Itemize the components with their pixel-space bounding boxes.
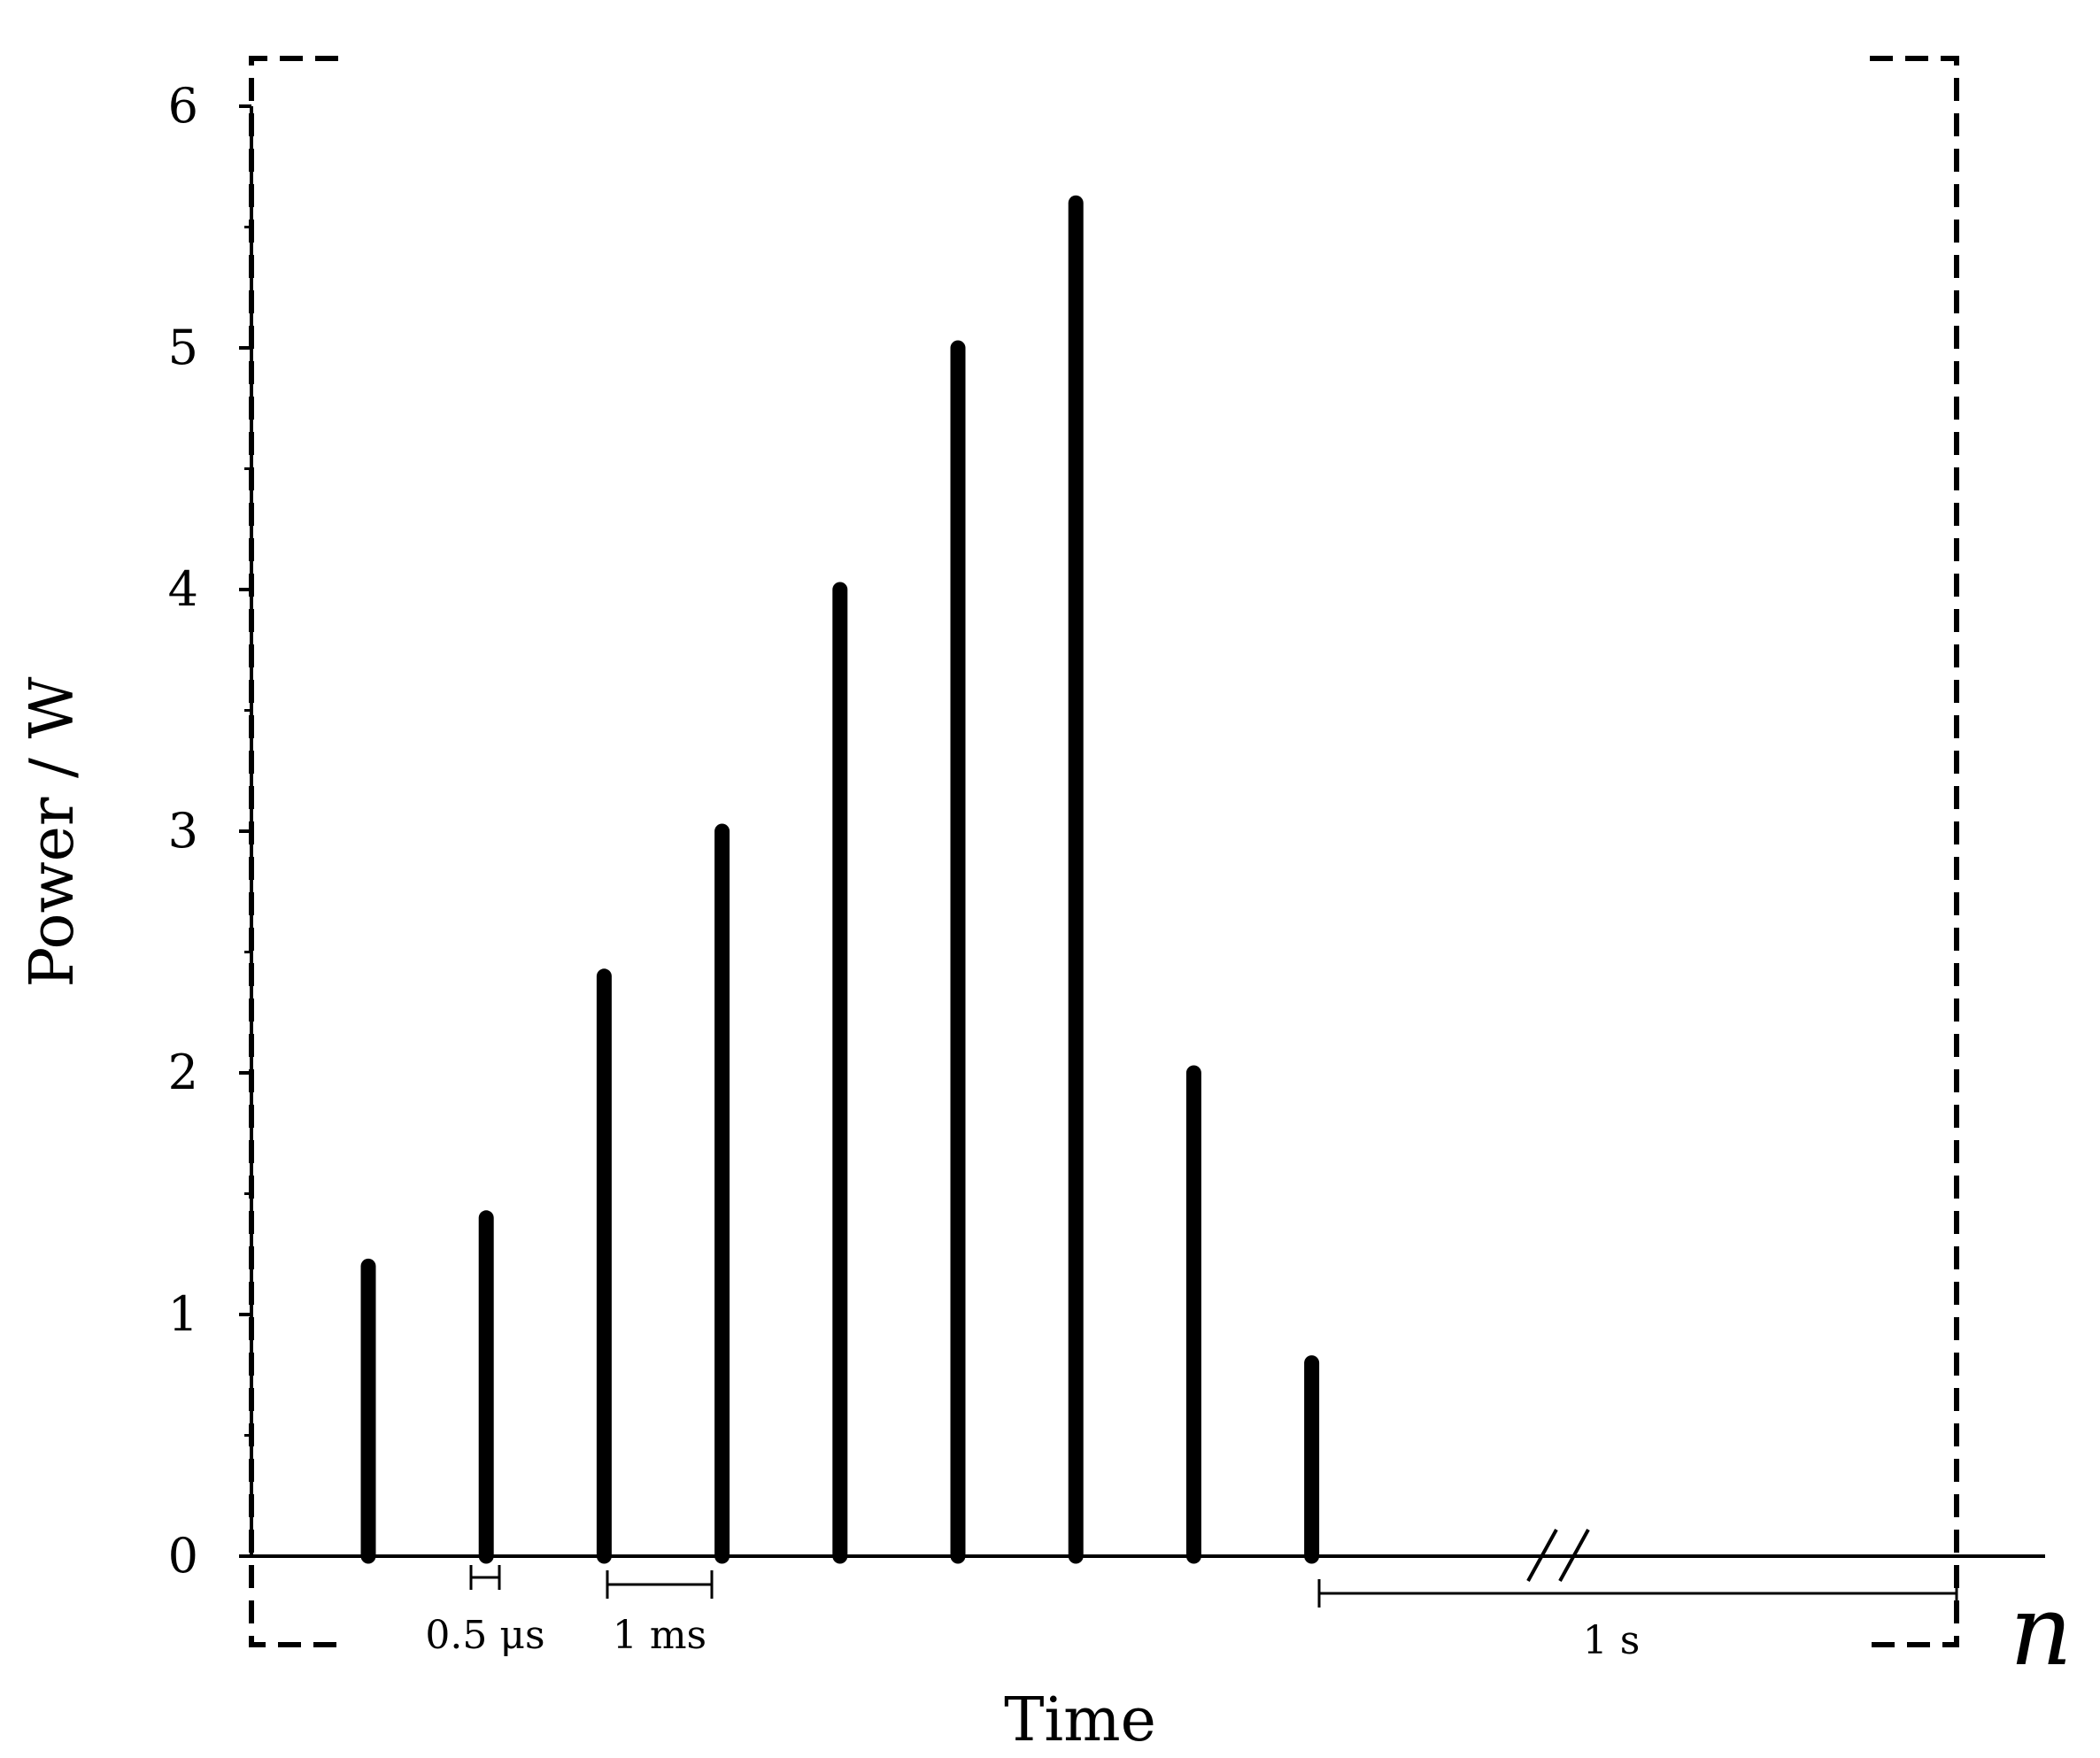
annotation-pulse-width: 0.5 μs bbox=[425, 1613, 544, 1658]
y-axis-ticks: 0 1 2 3 4 5 6 bbox=[168, 78, 251, 1584]
y-tick-label: 1 bbox=[168, 1286, 198, 1342]
annotation-pulse-spacing: 1 ms bbox=[613, 1613, 706, 1658]
pulse-width-marker bbox=[469, 1565, 501, 1590]
repeat-gap-marker bbox=[1317, 1579, 1958, 1608]
pulse-spacing-marker bbox=[606, 1570, 714, 1599]
repeat-count-label: n bbox=[2010, 1574, 2073, 1687]
repetition-bracket bbox=[249, 56, 1959, 1647]
annotation-repeat-gap: 1 s bbox=[1583, 1618, 1641, 1663]
y-tick-label: 3 bbox=[168, 803, 198, 859]
x-axis-title: Time bbox=[1004, 1685, 1156, 1755]
y-tick-label: 2 bbox=[168, 1045, 198, 1100]
y-axis-title: Power / W bbox=[18, 676, 88, 987]
y-tick-label: 6 bbox=[168, 78, 198, 134]
y-tick-label: 4 bbox=[168, 561, 198, 617]
y-tick-label: 5 bbox=[168, 320, 198, 375]
pulse-bars bbox=[360, 195, 1320, 1564]
annotation-markers bbox=[469, 1565, 1958, 1608]
bracket-right bbox=[1870, 56, 1959, 1647]
axis-break-mark bbox=[1526, 1529, 1590, 1582]
y-tick-label: 0 bbox=[168, 1528, 198, 1584]
bracket-left bbox=[249, 56, 338, 1647]
